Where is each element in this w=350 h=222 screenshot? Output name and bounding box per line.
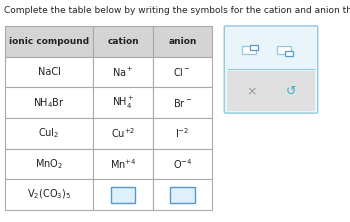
Bar (5, 118, 93, 149)
Bar (93, 179, 153, 210)
Text: NH$_4$Br: NH$_4$Br (33, 96, 65, 110)
Bar (153, 118, 212, 149)
Text: MnO$_2$: MnO$_2$ (35, 157, 63, 171)
Text: cation: cation (107, 37, 139, 46)
FancyBboxPatch shape (224, 26, 318, 113)
Text: Br$^-$: Br$^-$ (173, 97, 192, 109)
Bar (93, 87, 153, 118)
Bar (93, 118, 153, 149)
Text: CuI$_2$: CuI$_2$ (38, 127, 60, 140)
Bar (5, 26, 93, 57)
Text: NH$_4^+$: NH$_4^+$ (112, 95, 134, 111)
Text: ×: × (246, 85, 257, 98)
Bar (93, 26, 153, 57)
Bar (277, 46, 290, 54)
Text: NaCl: NaCl (38, 67, 61, 77)
Text: O$^{-4}$: O$^{-4}$ (173, 157, 192, 171)
Text: ↺: ↺ (286, 85, 296, 98)
Bar (5, 179, 93, 210)
Text: Complete the table below by writing the symbols for the cation and anion that ma: Complete the table below by writing the … (4, 6, 350, 15)
Bar (227, 71, 315, 111)
Bar (5, 149, 93, 179)
Text: Cl$^-$: Cl$^-$ (173, 66, 191, 78)
Bar (93, 57, 153, 87)
Bar (153, 57, 212, 87)
Bar (250, 45, 258, 50)
Bar (242, 46, 256, 54)
Bar (153, 179, 212, 210)
Bar (111, 187, 135, 203)
Text: ionic compound: ionic compound (9, 37, 89, 46)
Text: anion: anion (168, 37, 196, 46)
Text: Cu$^{+2}$: Cu$^{+2}$ (111, 127, 135, 140)
Text: I$^{-2}$: I$^{-2}$ (175, 127, 189, 140)
Bar (153, 87, 212, 118)
Bar (170, 187, 195, 203)
Bar (153, 26, 212, 57)
Bar (93, 149, 153, 179)
Bar (5, 87, 93, 118)
Text: V$_2$(CO$_3$)$_5$: V$_2$(CO$_3$)$_5$ (27, 188, 71, 202)
Text: Mn$^{+4}$: Mn$^{+4}$ (110, 157, 136, 171)
Bar (5, 57, 93, 87)
Bar (153, 149, 212, 179)
Text: Na$^+$: Na$^+$ (112, 65, 134, 79)
Bar (285, 51, 293, 56)
